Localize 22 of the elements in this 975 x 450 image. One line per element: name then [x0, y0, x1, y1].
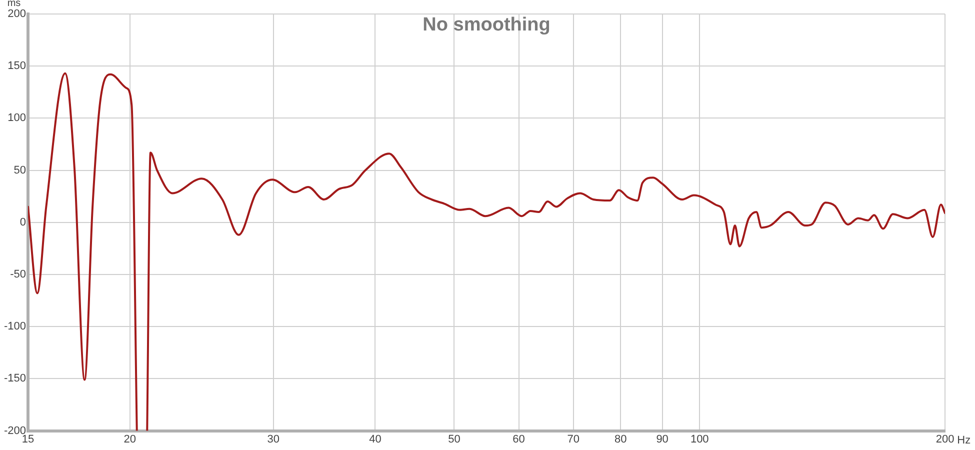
x-tick-label: 60 [512, 433, 525, 446]
x-tick-label: 30 [267, 433, 280, 446]
x-tick-label: 40 [369, 433, 382, 446]
y-tick-label: 100 [8, 112, 26, 124]
x-tick-label: 100 [690, 433, 709, 446]
x-tick-label: 200 [936, 433, 954, 446]
y-tick-label: 50 [14, 164, 26, 176]
x-tick-label: 50 [448, 433, 460, 446]
x-tick-label: 20 [124, 433, 136, 446]
chart-title: No smoothing [422, 14, 550, 36]
y-tick-label: 0 [20, 216, 26, 228]
x-axis-title: Hz [957, 434, 971, 446]
y-tick-label: -100 [4, 320, 26, 333]
y-axis-title: ms [7, 0, 21, 9]
x-tick-label: 15 [22, 433, 34, 446]
x-tick-label: 90 [656, 433, 668, 446]
x-tick-label: 70 [567, 433, 580, 446]
y-tick-label: -50 [10, 268, 26, 281]
x-tick-label: 80 [614, 433, 627, 446]
y-tick-label: 200 [8, 8, 26, 20]
y-tick-label: -150 [4, 372, 26, 385]
y-tick-label: 150 [8, 60, 26, 72]
